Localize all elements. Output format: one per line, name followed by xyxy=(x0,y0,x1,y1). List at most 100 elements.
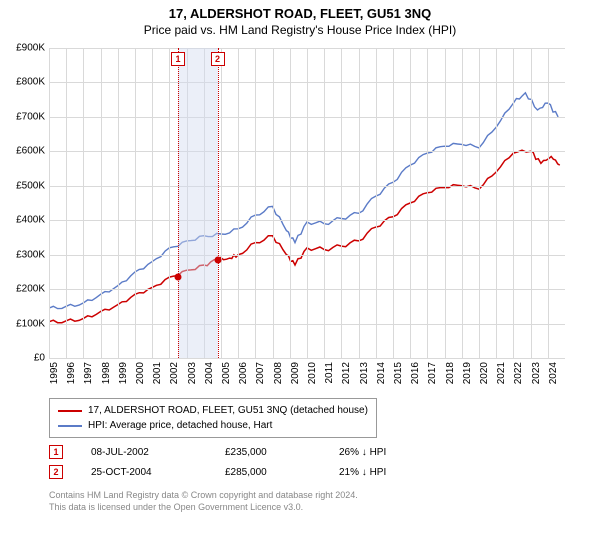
legend-item: HPI: Average price, detached house, Hart xyxy=(58,418,368,433)
transaction-row: 1 08-JUL-2002 £235,000 26% ↓ HPI xyxy=(49,442,565,462)
legend: 17, ALDERSHOT ROAD, FLEET, GU51 3NQ (det… xyxy=(49,398,377,438)
grid-line-v xyxy=(410,48,411,358)
transaction-date: 08-JUL-2002 xyxy=(91,447,221,458)
grid-line-v xyxy=(324,48,325,358)
x-axis-label: 2003 xyxy=(187,362,198,384)
x-axis-label: 2017 xyxy=(427,362,438,384)
price-chart: £0£100K£200K£300K£400K£500K£600K£700K£80… xyxy=(49,48,565,358)
transaction-pct: 21% ↓ HPI xyxy=(339,467,459,478)
x-axis-label: 2008 xyxy=(273,362,284,384)
transaction-pct: 26% ↓ HPI xyxy=(339,447,459,458)
x-axis-label: 2018 xyxy=(445,362,456,384)
y-axis-label: £100K xyxy=(16,318,45,329)
series-line xyxy=(49,93,558,309)
grid-line-v xyxy=(273,48,274,358)
y-axis-label: £0 xyxy=(34,353,45,364)
title-line2: Price paid vs. HM Land Registry's House … xyxy=(0,23,600,37)
y-axis-label: £700K xyxy=(16,111,45,122)
x-axis-label: 2005 xyxy=(221,362,232,384)
footer-attribution: Contains HM Land Registry data © Crown c… xyxy=(49,490,358,513)
y-axis-label: £600K xyxy=(16,146,45,157)
title-line1: 17, ALDERSHOT ROAD, FLEET, GU51 3NQ xyxy=(0,6,600,21)
y-axis-label: £200K xyxy=(16,284,45,295)
grid-line-v xyxy=(66,48,67,358)
x-axis-label: 2022 xyxy=(513,362,524,384)
grid-line-v xyxy=(307,48,308,358)
series-line xyxy=(49,150,560,323)
x-axis-label: 2014 xyxy=(376,362,387,384)
x-axis-label: 1995 xyxy=(49,362,60,384)
x-axis-label: 1998 xyxy=(101,362,112,384)
grid-line-v xyxy=(152,48,153,358)
transactions-table: 1 08-JUL-2002 £235,000 26% ↓ HPI 2 25-OCT-200… xyxy=(49,442,565,482)
marker-line xyxy=(178,48,179,358)
footer-line1: Contains HM Land Registry data © Crown c… xyxy=(49,490,358,502)
x-axis-label: 2011 xyxy=(324,362,335,384)
grid-line-v xyxy=(376,48,377,358)
grid-line-v xyxy=(462,48,463,358)
legend-swatch xyxy=(58,410,82,412)
x-axis-label: 2019 xyxy=(462,362,473,384)
x-axis-label: 2002 xyxy=(169,362,180,384)
transaction-row: 2 25-OCT-2004 £285,000 21% ↓ HPI xyxy=(49,462,565,482)
y-axis-label: £500K xyxy=(16,180,45,191)
grid-line-v xyxy=(238,48,239,358)
x-axis-label: 2023 xyxy=(531,362,542,384)
x-axis-label: 2007 xyxy=(255,362,266,384)
grid-line-v xyxy=(49,48,50,358)
grid-line-h xyxy=(49,358,565,359)
x-axis-label: 2009 xyxy=(290,362,301,384)
grid-line-v xyxy=(118,48,119,358)
price-point-dot xyxy=(175,274,182,281)
grid-line-v xyxy=(101,48,102,358)
grid-line-v xyxy=(479,48,480,358)
x-axis-label: 2015 xyxy=(393,362,404,384)
transaction-marker: 2 xyxy=(49,465,63,479)
grid-line-v xyxy=(83,48,84,358)
x-axis-label: 2010 xyxy=(307,362,318,384)
grid-line-v xyxy=(255,48,256,358)
y-axis-label: £800K xyxy=(16,77,45,88)
legend-item: 17, ALDERSHOT ROAD, FLEET, GU51 3NQ (det… xyxy=(58,403,368,418)
price-point-dot xyxy=(214,256,221,263)
x-axis-label: 2020 xyxy=(479,362,490,384)
marker-line xyxy=(218,48,219,358)
x-axis-label: 2013 xyxy=(359,362,370,384)
transaction-price: £285,000 xyxy=(225,467,335,478)
x-axis-label: 1997 xyxy=(83,362,94,384)
grid-line-v xyxy=(445,48,446,358)
grid-line-v xyxy=(221,48,222,358)
x-axis-label: 2016 xyxy=(410,362,421,384)
y-axis-label: £900K xyxy=(16,43,45,54)
transaction-price: £235,000 xyxy=(225,447,335,458)
x-axis-label: 1999 xyxy=(118,362,129,384)
marker-callout: 1 xyxy=(171,52,185,66)
x-axis-label: 1996 xyxy=(66,362,77,384)
grid-line-v xyxy=(427,48,428,358)
x-axis-label: 2024 xyxy=(548,362,559,384)
grid-line-v xyxy=(290,48,291,358)
x-axis-label: 2000 xyxy=(135,362,146,384)
grid-line-v xyxy=(169,48,170,358)
y-axis-label: £400K xyxy=(16,215,45,226)
grid-line-v xyxy=(496,48,497,358)
transaction-marker: 1 xyxy=(49,445,63,459)
x-axis-label: 2012 xyxy=(341,362,352,384)
chart-title: 17, ALDERSHOT ROAD, FLEET, GU51 3NQ Pric… xyxy=(0,0,600,37)
x-axis-label: 2004 xyxy=(204,362,215,384)
grid-line-v xyxy=(359,48,360,358)
legend-swatch xyxy=(58,425,82,427)
footer-line2: This data is licensed under the Open Gov… xyxy=(49,502,358,514)
legend-label: HPI: Average price, detached house, Hart xyxy=(88,418,272,433)
marker-callout: 2 xyxy=(211,52,225,66)
x-axis-label: 2006 xyxy=(238,362,249,384)
grid-line-v xyxy=(513,48,514,358)
transaction-date: 25-OCT-2004 xyxy=(91,467,221,478)
legend-label: 17, ALDERSHOT ROAD, FLEET, GU51 3NQ (det… xyxy=(88,403,368,418)
grid-line-v xyxy=(341,48,342,358)
x-axis-label: 2021 xyxy=(496,362,507,384)
x-axis-label: 2001 xyxy=(152,362,163,384)
grid-line-v xyxy=(135,48,136,358)
y-axis-label: £300K xyxy=(16,249,45,260)
grid-line-v xyxy=(531,48,532,358)
